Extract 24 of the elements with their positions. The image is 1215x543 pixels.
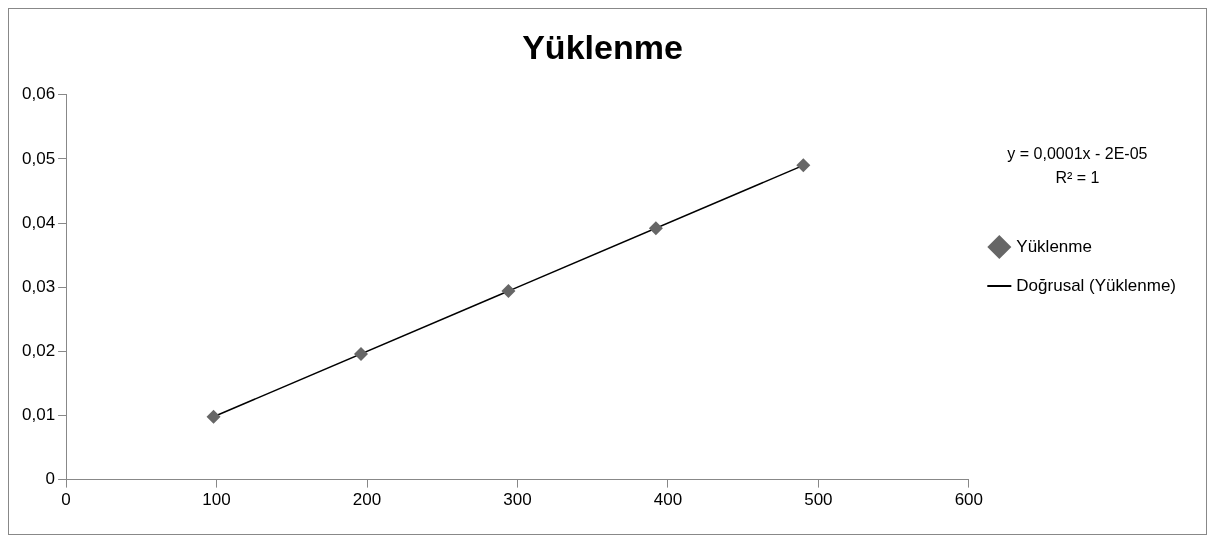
x-tick-label: 100 bbox=[202, 490, 231, 510]
legend-label: Doğrusal (Yüklenme) bbox=[1016, 275, 1177, 295]
point bbox=[353, 346, 368, 361]
x-tick-label: 200 bbox=[352, 490, 382, 510]
y-tick-label: 0,06 bbox=[21, 84, 56, 104]
x-tick-label: 600 bbox=[954, 490, 984, 510]
y-tick-label: 0,02 bbox=[21, 341, 56, 361]
y-tick-label: 0,05 bbox=[21, 148, 56, 168]
chart-title: Yüklenme bbox=[522, 27, 683, 66]
y-tick-label: 0,04 bbox=[21, 212, 56, 232]
y-tick-label: 0,03 bbox=[21, 276, 56, 296]
x-tick-label: 500 bbox=[804, 490, 833, 510]
point bbox=[501, 284, 516, 299]
point bbox=[796, 158, 811, 173]
x-tick-label: 400 bbox=[653, 490, 683, 510]
y-tick-label: 0 bbox=[45, 469, 56, 489]
y-tick-label: 0,01 bbox=[21, 405, 56, 425]
legend-label: Yüklenme bbox=[1016, 236, 1092, 256]
x-tick-label: 300 bbox=[503, 490, 532, 510]
x-tick-label: 0 bbox=[61, 490, 71, 510]
text: R² = 1 bbox=[1055, 169, 1100, 187]
point bbox=[206, 409, 221, 424]
text: y = 0,0001x - 2E-05 bbox=[1007, 145, 1148, 163]
point bbox=[648, 221, 663, 236]
